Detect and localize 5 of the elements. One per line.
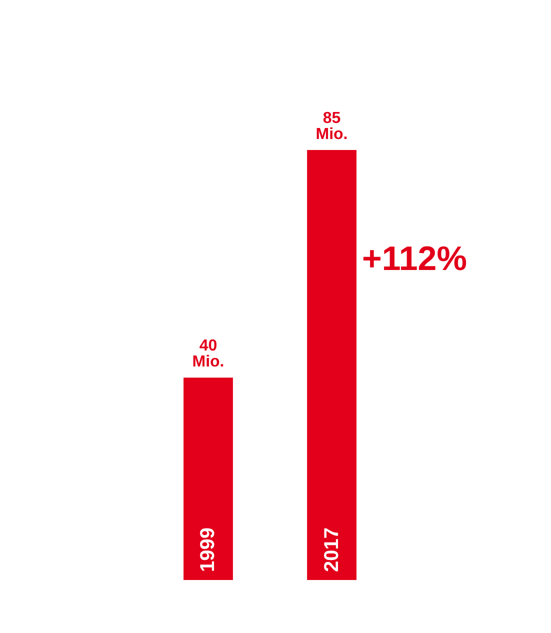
x-tick-label: 1999	[197, 528, 220, 572]
annotation: +112%	[362, 240, 467, 278]
data-label: 40 Mio.	[192, 338, 224, 371]
data-label: 85 Mio.	[316, 110, 348, 143]
x-tick-label: 2017	[320, 528, 343, 572]
